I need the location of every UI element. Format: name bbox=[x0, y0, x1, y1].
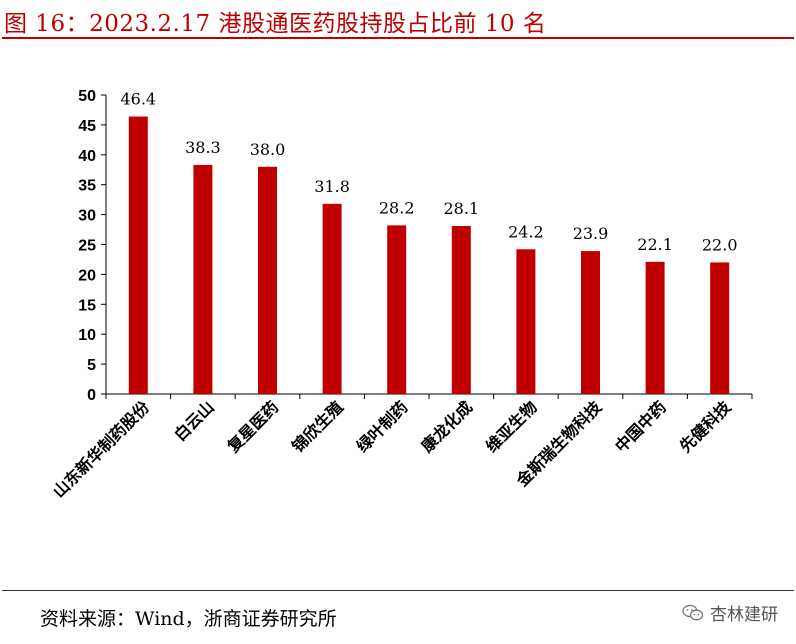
x-tick-label: 中国中药 bbox=[611, 397, 670, 456]
y-tick-label: 5 bbox=[87, 357, 96, 374]
y-tick-label: 35 bbox=[78, 178, 96, 195]
data-label: 23.9 bbox=[573, 224, 609, 243]
y-tick-label: 50 bbox=[78, 88, 96, 105]
data-label: 46.4 bbox=[120, 90, 156, 109]
data-label: 28.2 bbox=[379, 198, 415, 217]
x-tick-label: 山东新华制药股份 bbox=[49, 397, 154, 502]
y-tick-label: 40 bbox=[78, 148, 96, 165]
y-tick-label: 20 bbox=[78, 267, 96, 284]
y-tick-label: 15 bbox=[78, 297, 96, 314]
y-tick-label: 45 bbox=[78, 118, 96, 135]
data-label: 38.3 bbox=[185, 138, 221, 157]
bar bbox=[581, 251, 600, 394]
data-label: 22.1 bbox=[637, 235, 673, 254]
y-tick-label: 0 bbox=[87, 387, 96, 404]
y-tick-label: 30 bbox=[78, 208, 96, 225]
bar bbox=[451, 225, 471, 394]
y-tick-label: 25 bbox=[78, 238, 96, 255]
bar bbox=[387, 225, 407, 394]
bar bbox=[645, 261, 665, 394]
watermark-text: 杏林建研 bbox=[710, 605, 778, 625]
bar bbox=[128, 116, 148, 394]
x-tick-label: 白云山 bbox=[170, 397, 217, 444]
watermark: 杏林建研 bbox=[682, 600, 778, 625]
bar-chart: 0 5 10 15 20 25 30 35 40 45 50 46.4 山东新华制药股份 38.3 白云山 3… bbox=[49, 88, 753, 502]
bar bbox=[322, 203, 342, 394]
x-tick-label: 维亚生物 bbox=[482, 397, 541, 456]
bar bbox=[516, 249, 536, 394]
y-tick-label: 10 bbox=[78, 327, 96, 344]
x-tick-label: 康龙化成 bbox=[417, 397, 476, 456]
data-label: 24.2 bbox=[508, 222, 544, 241]
data-label: 38.0 bbox=[250, 140, 286, 159]
x-tick-label: 锦欣生殖 bbox=[288, 397, 347, 456]
source-note: 资料来源：Wind，浙商证券研究所 bbox=[40, 608, 337, 630]
bar bbox=[710, 262, 730, 394]
chart-title: 图 16：2023.2.17 港股通医药股持股占比前 10 名 bbox=[4, 11, 547, 37]
bar bbox=[258, 166, 277, 394]
bar bbox=[193, 164, 213, 394]
wechat-icon bbox=[682, 604, 704, 620]
data-label: 22.0 bbox=[702, 235, 738, 254]
data-label: 31.8 bbox=[314, 177, 350, 196]
title-divider bbox=[2, 37, 794, 39]
x-tick-label: 绿叶制药 bbox=[353, 397, 412, 456]
footer-divider bbox=[2, 590, 794, 591]
x-tick-label: 先健科技 bbox=[676, 397, 735, 456]
data-label: 28.1 bbox=[443, 199, 479, 218]
x-tick-label: 复星医药 bbox=[223, 397, 282, 456]
